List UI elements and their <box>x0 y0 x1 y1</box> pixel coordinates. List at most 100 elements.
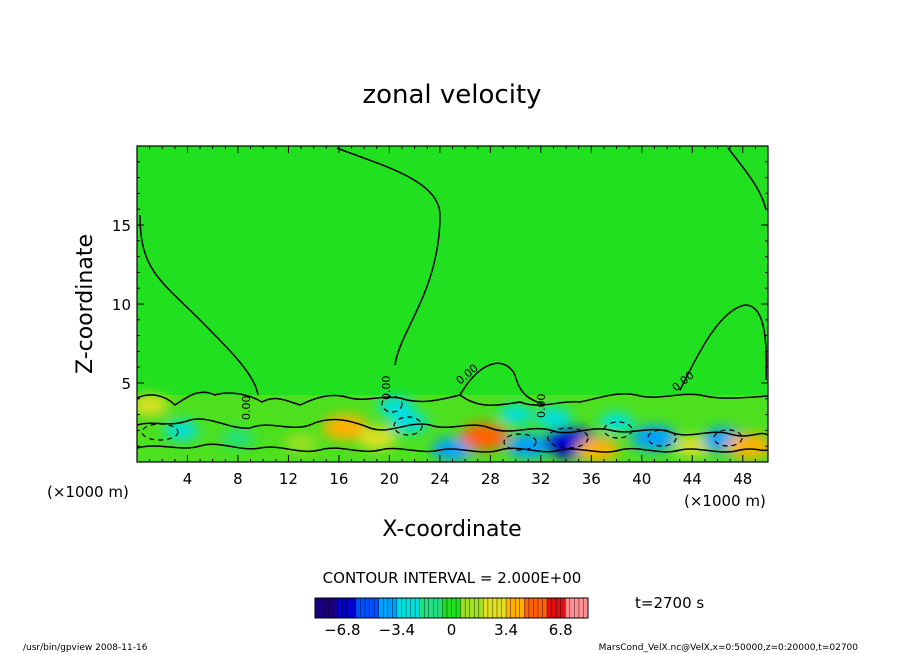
x-tick-label: 12 <box>279 470 298 488</box>
colorbar-cell <box>506 598 512 618</box>
colorbar-cell <box>524 598 530 618</box>
x-tick-label: 4 <box>183 470 193 488</box>
colorbar-frame <box>314 597 589 619</box>
colorbar-cell <box>392 598 398 618</box>
zero-contour-5 <box>459 362 546 406</box>
colorbar-cell <box>319 598 325 618</box>
colorbar-cell <box>451 598 457 618</box>
y-axis-label: Z-coordinate <box>73 234 98 374</box>
zero-contour-2 <box>336 147 441 366</box>
colorbar-cell <box>396 598 402 618</box>
colorbar-cell <box>355 598 361 618</box>
footer-left: /usr/bin/gpview 2008-11-16 <box>23 643 148 653</box>
x-axis-ticks: 4 8 12 16 20 24 28 32 36 40 44 48 <box>149 146 756 488</box>
colorbar-cell <box>533 598 539 618</box>
x-tick-label: 48 <box>733 470 752 488</box>
negative-contour <box>381 395 403 413</box>
field-blob-10 <box>498 404 533 425</box>
colorbar-cell <box>515 598 521 618</box>
colorbar-tick-label: 3.4 <box>494 621 518 639</box>
colorbar-cell <box>365 598 370 618</box>
colorbar-cell <box>328 598 334 618</box>
contour-interval: CONTOUR INTERVAL = 2.000E+00 <box>323 569 582 587</box>
negative-contour <box>647 429 677 447</box>
negative-contour <box>503 433 537 451</box>
colorbar-cell <box>446 598 452 618</box>
colorbar-tick-label: 0 <box>447 621 457 639</box>
colorbar-cell <box>410 598 416 618</box>
colorbar-cell <box>528 598 534 618</box>
field-blob-1 <box>163 420 199 441</box>
colorbar-cell <box>465 598 471 618</box>
colorbar-cell <box>406 598 411 618</box>
x-tick-label: 40 <box>632 470 651 488</box>
contour-lines <box>137 147 768 453</box>
colorbar-cell <box>424 598 430 618</box>
zero-contour-4 <box>679 304 768 391</box>
colorbar-cell <box>342 598 348 618</box>
colorbar-cell <box>569 598 575 618</box>
x-tick-label: 44 <box>683 470 702 488</box>
colorbar-cell <box>510 598 516 618</box>
field-blob-9 <box>460 423 508 451</box>
colorbar-cell <box>437 598 443 618</box>
field-blob-11 <box>506 433 550 459</box>
field-blob-4 <box>322 414 368 441</box>
x-tick-label: 36 <box>582 470 601 488</box>
colorbar-cell <box>565 598 571 618</box>
lower-contour-1 <box>137 391 768 407</box>
colorbar-cell <box>369 598 375 618</box>
colorbar-cell <box>415 598 421 618</box>
colorbar-tick-label: 6.8 <box>549 621 573 639</box>
colorbar-cell <box>574 598 580 618</box>
field-background <box>137 146 768 462</box>
colorbar-cell <box>556 598 562 618</box>
negative-contour <box>393 416 423 436</box>
contour-label: 0.00 <box>240 396 253 421</box>
x-tick-label: 32 <box>531 470 550 488</box>
colorbar-cell <box>537 598 543 618</box>
colorbar-cell <box>492 598 498 618</box>
colorbar-cell <box>387 598 393 618</box>
negative-contour <box>713 429 743 447</box>
colorbar-cell <box>428 598 434 618</box>
colorbar-cell <box>315 598 320 618</box>
lower-contour-3 <box>137 443 768 453</box>
colorbar-cell <box>469 598 475 618</box>
plot-area: 0.00 0.00 0.00 0.00 0.00 <box>137 146 768 462</box>
negative-contour <box>603 421 633 439</box>
colorbar-cell <box>378 598 384 618</box>
colorbar-cell <box>456 598 461 618</box>
colorbar-cell <box>547 598 552 618</box>
colorbar-cell <box>519 598 525 618</box>
y-axis-ticks: 5 10 15 <box>112 161 768 447</box>
colorbar-cell <box>346 598 352 618</box>
field-blob-16 <box>631 425 678 452</box>
chart-title: zonal velocity <box>362 80 541 110</box>
x-tick-label: 24 <box>430 470 449 488</box>
colorbar <box>315 598 589 618</box>
colorbar-tick-label: −3.4 <box>379 621 415 639</box>
x-tick-label: 16 <box>329 470 348 488</box>
field-blob-19 <box>726 433 768 460</box>
dashed-contours <box>141 395 743 451</box>
colorbar-cell <box>374 598 380 618</box>
x-axis-label: X-coordinate <box>382 517 521 542</box>
footer-right: MarsCond_VelX.nc@VelX,x=0:50000,z=0:2000… <box>599 643 859 653</box>
colorbar-cell <box>360 598 366 618</box>
colorbar-tick-label: −6.8 <box>324 621 360 639</box>
time-label: t=2700 s <box>635 594 704 612</box>
y-tick-label: 5 <box>121 375 131 393</box>
y-tick-label: 10 <box>112 296 131 314</box>
colorbar-cell <box>501 598 507 618</box>
colorbar-cell <box>324 598 330 618</box>
colorbar-cell <box>497 598 502 618</box>
field-blob-12 <box>535 407 572 429</box>
lower-contour-2 <box>137 418 768 437</box>
field-blob-0 <box>137 394 168 416</box>
contour-label: 0.00 <box>380 376 393 401</box>
colorbar-cell <box>542 598 548 618</box>
negative-contour <box>547 427 589 449</box>
colorbar-cell <box>474 598 480 618</box>
